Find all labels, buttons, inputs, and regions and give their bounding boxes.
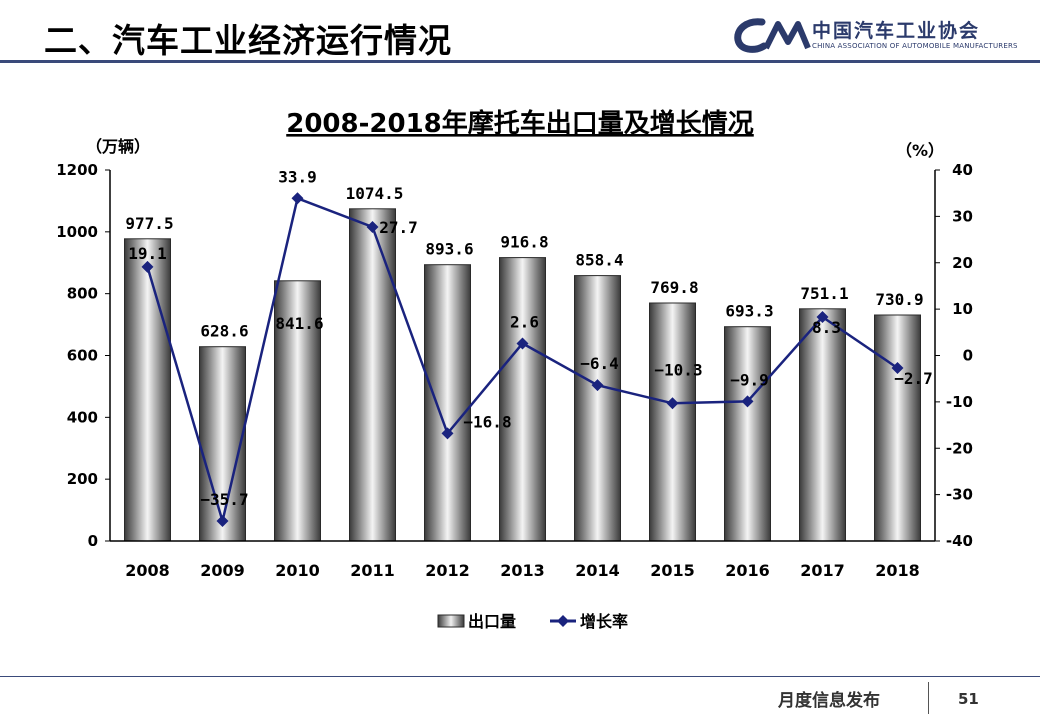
y2-tick-label: 10 (952, 300, 973, 318)
growth-rate-label: −6.4 (580, 354, 619, 373)
growth-rate-point-2011 (366, 221, 379, 234)
bar-2011 (349, 208, 396, 542)
growth-rate-point-2018 (891, 362, 904, 375)
bar-2009 (199, 346, 246, 542)
y-tick-label: 800 (67, 285, 98, 303)
slide-title: 二、汽车工业经济运行情况 (44, 21, 452, 60)
growth-rate-point-2015 (666, 397, 679, 410)
association-logo: 中国汽车工业协会 CHINA ASSOCIATION OF AUTOMOBILE… (732, 14, 1032, 56)
x-tick-label: 2016 (725, 561, 770, 580)
y2-axis-label: （%） (896, 141, 944, 160)
bar-value-label: 893.6 (425, 240, 473, 259)
legend-bar-swatch (437, 614, 465, 628)
y2-tick-label: -10 (946, 393, 973, 411)
logo-mark-icon (734, 18, 811, 53)
legend: 出口量 增长率 (437, 612, 628, 631)
y-tick-label: 1000 (56, 223, 98, 241)
growth-rate-label: 8.3 (812, 318, 841, 337)
growth-rate-label: 27.7 (379, 218, 418, 237)
y-tick-label: 1200 (56, 161, 98, 179)
growth-rate-point-2013 (516, 337, 529, 350)
growth-rate-label: −10.3 (654, 360, 702, 379)
y2-tick-label: 30 (952, 207, 973, 225)
bar-2008 (124, 238, 171, 542)
bar-2015 (649, 302, 696, 542)
growth-rate-label: −35.7 (200, 490, 248, 509)
growth-rate-point-2008 (141, 260, 154, 273)
bar-value-label: 977.5 (125, 214, 173, 233)
y-tick-label: 600 (67, 347, 98, 365)
footer-text: 月度信息发布 (778, 691, 880, 711)
bar-value-label: 916.8 (500, 233, 548, 252)
logo-name-en: CHINA ASSOCIATION OF AUTOMOBILE MANUFACT… (812, 42, 1018, 50)
bar-2013 (499, 257, 546, 542)
growth-rate-label: −2.7 (894, 369, 933, 388)
legend-line-label: 增长率 (580, 612, 628, 631)
bar-value-label: 730.9 (875, 290, 923, 309)
growth-rate-label: −16.8 (463, 412, 511, 431)
legend-bar-label: 出口量 (468, 612, 516, 631)
y2-tick-label: 0 (963, 347, 973, 365)
bar-value-label: 858.4 (575, 251, 623, 270)
chart-title: 2008-2018年摩托车出口量及增长情况 (286, 108, 754, 139)
x-tick-label: 2008 (125, 561, 170, 580)
y2-tick-label: -40 (946, 532, 973, 550)
growth-rate-point-2014 (591, 379, 604, 392)
y2-tick-label: 40 (952, 161, 973, 179)
growth-rate-point-2017 (816, 311, 829, 324)
footer-divider (928, 682, 929, 714)
x-tick-label: 2011 (350, 561, 395, 580)
bar-2017 (799, 308, 846, 542)
growth-rate-point-2016 (741, 395, 754, 408)
bar-2018 (874, 314, 921, 542)
bar-2010 (274, 280, 321, 542)
bar-value-label: 693.3 (725, 302, 773, 321)
x-tick-label: 2018 (875, 561, 920, 580)
bar-2012 (424, 264, 471, 542)
x-tick-label: 2013 (500, 561, 545, 580)
x-tick-label: 2009 (200, 561, 245, 580)
x-tick-label: 2015 (650, 561, 695, 580)
bar-2016 (724, 326, 771, 542)
legend-diamond-icon (557, 615, 569, 627)
x-tick-label: 2014 (575, 561, 620, 580)
growth-rate-label: 19.1 (128, 244, 167, 263)
header-rule (0, 60, 1040, 63)
growth-rate-point-2009 (216, 515, 229, 528)
footer-rule (0, 676, 1040, 677)
bar-value-label: 751.1 (800, 284, 848, 303)
growth-rate-label: −9.9 (730, 370, 769, 389)
bar-2014 (574, 275, 621, 542)
x-tick-label: 2010 (275, 561, 320, 580)
y-tick-label: 200 (67, 470, 98, 488)
bar-value-label: 628.6 (200, 322, 248, 341)
bar-value-label: 841.6 (275, 314, 323, 333)
y-tick-label: 400 (67, 408, 98, 426)
growth-rate-point-2010 (291, 192, 304, 205)
growth-rate-point-2012 (441, 427, 454, 440)
bar-value-label: 769.8 (650, 278, 698, 297)
y2-tick-label: -30 (946, 486, 973, 504)
logo-name-cn: 中国汽车工业协会 (812, 20, 981, 42)
page-number: 51 (958, 690, 979, 708)
y2-tick-label: -20 (946, 439, 973, 457)
growth-rate-label: 2.6 (510, 312, 539, 331)
y-tick-label: 0 (88, 532, 98, 550)
growth-rate-label: 33.9 (278, 167, 317, 186)
y-axis-label: （万辆） (86, 137, 150, 156)
x-tick-label: 2017 (800, 561, 845, 580)
bar-value-label: 1074.5 (346, 184, 404, 203)
y2-tick-label: 20 (952, 254, 973, 272)
x-tick-label: 2012 (425, 561, 470, 580)
